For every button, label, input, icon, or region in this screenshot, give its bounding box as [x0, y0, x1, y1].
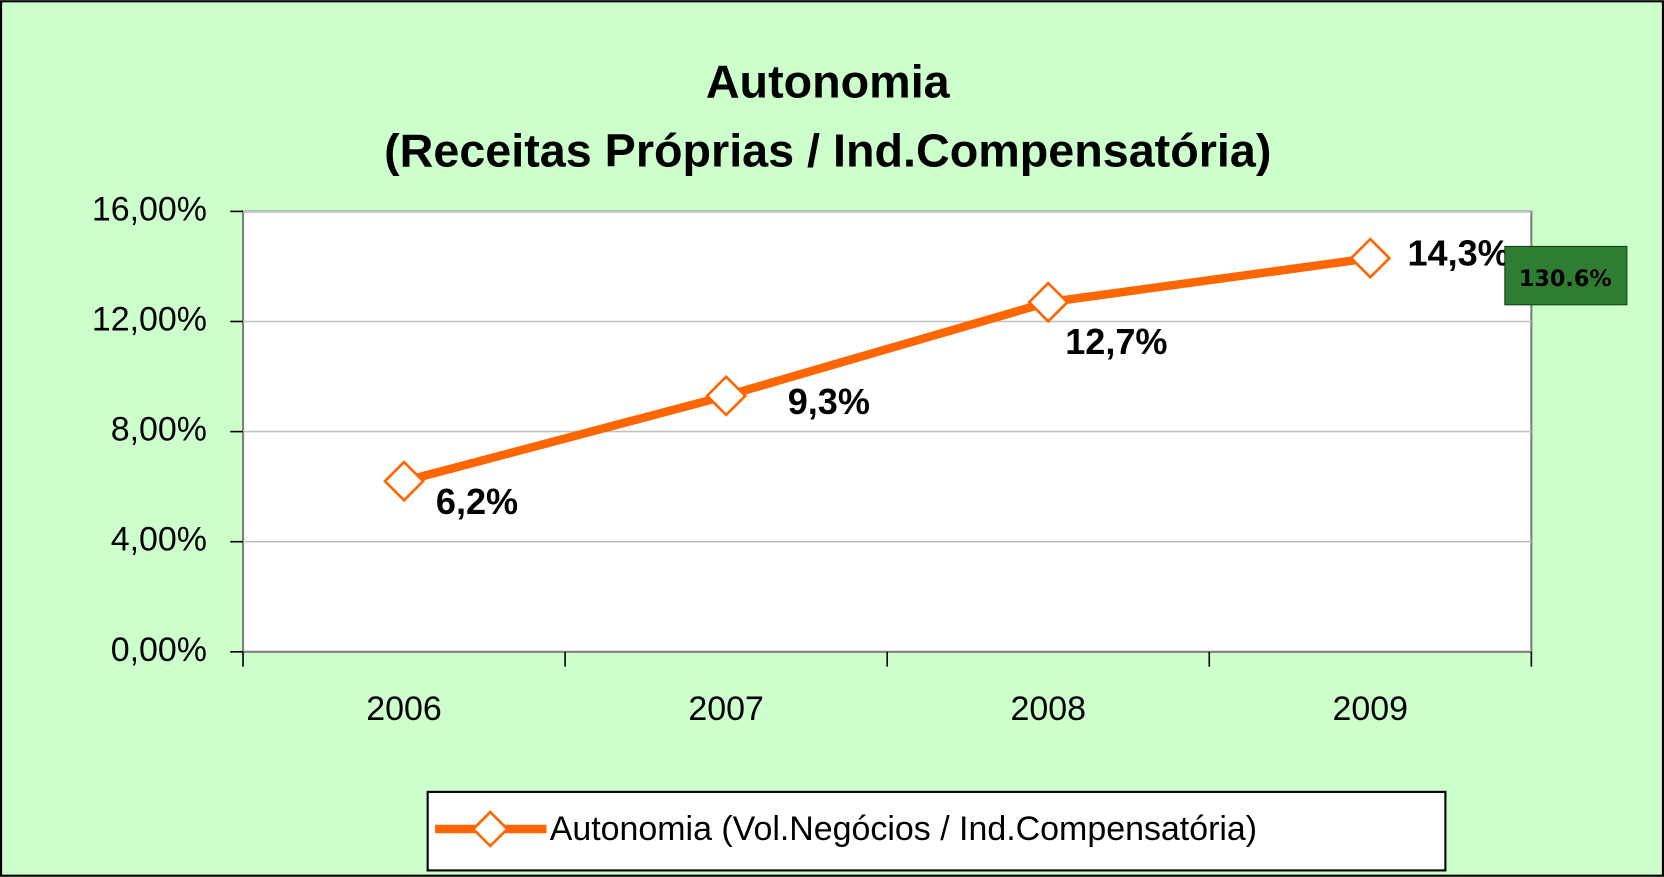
marker [383, 460, 426, 503]
data-label: 6,2% [436, 481, 518, 522]
badge-text: 130.6% [1519, 266, 1612, 292]
series-line [402, 253, 1371, 486]
data-label: 14,3% [1407, 233, 1509, 274]
data-label: 12,7% [1065, 321, 1167, 362]
y-tick-label: 4,00% [111, 521, 207, 559]
y-tick-label: 12,00% [92, 300, 207, 338]
y-tick-label: 16,00% [92, 190, 207, 228]
x-tick-label: 2009 [1333, 690, 1409, 728]
legend-label: Autonomia (Vol.Negócios / Ind.Compensató… [550, 810, 1257, 848]
y-tick-label: 8,00% [111, 411, 207, 449]
x-tick-label: 2006 [366, 690, 442, 728]
y-tick-label: 0,00% [111, 631, 207, 669]
marker [1349, 237, 1392, 280]
data-label: 9,3% [788, 381, 870, 422]
x-tick-label: 2007 [688, 690, 764, 728]
chart-title: Autonomia [706, 55, 951, 107]
badge [1504, 245, 1628, 306]
marker [1027, 281, 1070, 324]
legend [426, 790, 1447, 872]
legend-marker [471, 810, 510, 848]
x-tick-label: 2008 [1010, 690, 1085, 728]
marker [705, 374, 748, 417]
chart-subtitle: (Receitas Próprias / Ind.Compensatória) [384, 124, 1271, 176]
